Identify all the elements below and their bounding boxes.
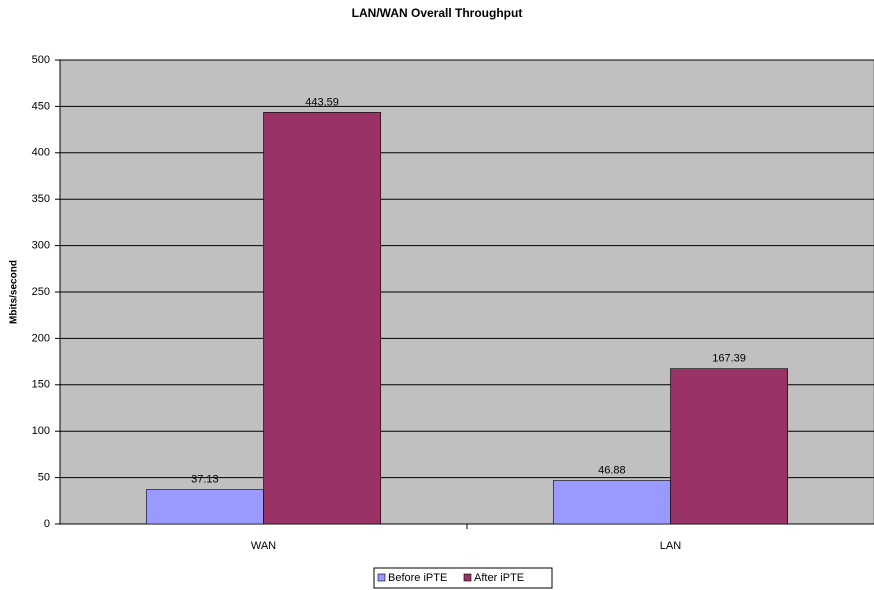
y-tick-label: 300 <box>32 240 50 252</box>
y-tick-label: 200 <box>32 332 50 344</box>
data-label: 443.59 <box>305 96 339 108</box>
y-tick-label: 400 <box>32 147 50 159</box>
legend-swatch <box>463 573 472 582</box>
data-label: 167.39 <box>712 353 746 365</box>
y-tick-label: 250 <box>32 286 50 298</box>
legend-box <box>373 567 553 589</box>
bar <box>552 480 671 525</box>
legend-label: After iPTE <box>474 572 524 584</box>
bar <box>263 112 382 525</box>
chart-title: LAN/WAN Overall Throughput <box>352 6 523 20</box>
y-tick-label: 50 <box>38 472 50 484</box>
bar <box>145 489 264 525</box>
y-tick-label: 500 <box>32 54 50 66</box>
x-tick-label: WAN <box>251 540 276 552</box>
y-tick-label: 0 <box>44 518 50 530</box>
x-tick-label: LAN <box>660 540 681 552</box>
y-axis-label: Mbits/second <box>9 260 20 324</box>
y-tick-label: 350 <box>32 193 50 205</box>
legend-swatch <box>377 573 386 582</box>
data-label: 37.13 <box>191 473 219 485</box>
data-label: 46.88 <box>598 464 626 476</box>
legend-label: Before iPTE <box>388 572 447 584</box>
y-tick-label: 450 <box>32 100 50 112</box>
y-tick-label: 100 <box>32 425 50 437</box>
y-tick-label: 150 <box>32 379 50 391</box>
bar <box>670 368 789 525</box>
